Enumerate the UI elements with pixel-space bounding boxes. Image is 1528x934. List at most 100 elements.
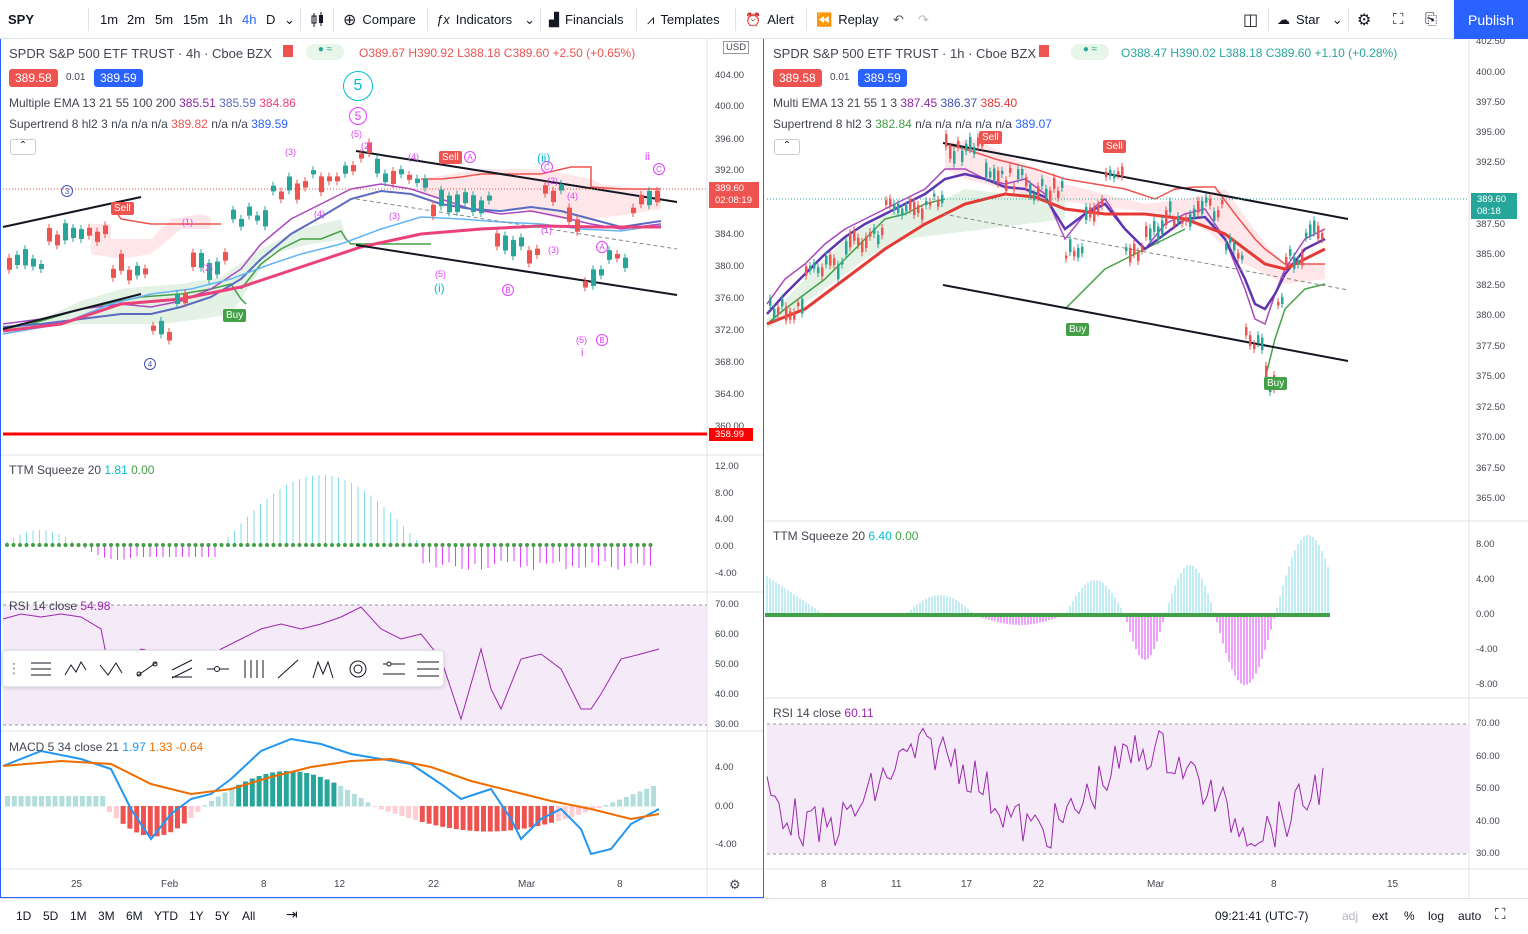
candle-body (1293, 256, 1296, 269)
publish-button[interactable]: Publish (1454, 0, 1528, 39)
right-ema-legend[interactable]: Multi EMA 13 21 55 1 3 387.45 386.37 385… (773, 96, 1018, 110)
camera-icon[interactable]: ⎘ (1425, 11, 1438, 28)
line-tool-icon[interactable] (277, 659, 299, 679)
settings-gear-icon[interactable]: ⚙ (1357, 11, 1372, 29)
channel-icon[interactable] (171, 659, 193, 679)
fullscreen-icon[interactable]: ⛶ (1495, 906, 1506, 923)
fullscreen-icon[interactable]: ⛶ (1393, 11, 1404, 28)
wave-label: (3) (285, 147, 296, 157)
interval-1m[interactable]: 1m (100, 12, 119, 27)
trendline-icon[interactable] (136, 661, 158, 677)
ttm-dot (570, 543, 575, 547)
right-rsi-legend[interactable]: RSI 14 close 60.11 (773, 706, 874, 720)
macd-bar (392, 806, 398, 814)
candle-body (175, 293, 180, 305)
right-chart[interactable]: SPDR S&P 500 ETF TRUST · 1h · Cboe BZX ●… (765, 39, 1528, 898)
indicators-button[interactable]: ƒx Indicators ⌄ (436, 0, 535, 39)
drag-handle-icon[interactable]: ⋮ (7, 660, 21, 676)
ttm-dot (167, 543, 172, 547)
left-bid-price[interactable]: 389.58 (9, 69, 58, 87)
left-ttm-legend[interactable]: TTM Squeeze 20 1.81 0.00 (9, 463, 155, 477)
macd-bar (222, 792, 228, 807)
interval-2m[interactable]: 2m (127, 12, 146, 27)
macd-bar (569, 806, 575, 817)
redo-icon[interactable]: ↷ (918, 11, 929, 27)
range-5d[interactable]: 5D (43, 909, 59, 923)
right-ask-price[interactable]: 389.59 (858, 69, 907, 87)
wave-label: C (541, 161, 553, 173)
range-1m[interactable]: 1M (70, 909, 87, 923)
range-1y[interactable]: 1Y (189, 909, 204, 923)
adj-toggle[interactable]: adj (1342, 909, 1359, 923)
layout-icon[interactable]: ◫ (1243, 11, 1259, 29)
range-1d[interactable]: 1D (16, 909, 32, 923)
wave-label: (1) (541, 225, 552, 235)
goto-date-icon[interactable]: ⇥ (286, 906, 298, 922)
right-bid-price[interactable]: 389.58 (773, 69, 822, 87)
ttm-dot (538, 543, 542, 547)
ext-toggle[interactable]: ext (1372, 909, 1389, 923)
macd-bar (481, 806, 486, 832)
range-3m[interactable]: 3M (98, 909, 115, 923)
collapse-legend-icon[interactable]: ⌃ (10, 139, 36, 155)
replay-button[interactable]: ⏪ Replay (816, 0, 879, 39)
macd-bar (555, 806, 561, 821)
symbol-search[interactable]: SPY (8, 12, 35, 27)
range-5y[interactable]: 5Y (215, 909, 230, 923)
candle-body (151, 325, 156, 331)
range-all[interactable]: All (242, 909, 256, 923)
range-6m[interactable]: 6M (126, 909, 143, 923)
macd-bar (372, 806, 378, 807)
wave-count-icon[interactable] (64, 660, 87, 676)
macd-bar (406, 806, 412, 819)
right-ttm-legend[interactable]: TTM Squeeze 20 6.40 0.00 (773, 529, 919, 543)
interval-dropdown-icon[interactable]: ⌄ (284, 11, 295, 27)
left-macd-legend[interactable]: MACD 5 34 close 21 1.97 1.33 -0.64 (9, 740, 204, 754)
log-toggle[interactable]: log (1428, 909, 1445, 923)
interval-15m[interactable]: 15m (183, 12, 209, 27)
candle-body (901, 208, 904, 216)
collapse-legend-icon[interactable]: ⌃ (774, 139, 800, 155)
undo-icon[interactable]: ↶ (893, 11, 904, 27)
spiral-icon[interactable] (349, 660, 367, 678)
ruler-icon[interactable] (383, 661, 405, 675)
interval-5m[interactable]: 5m (155, 12, 174, 27)
financials-button[interactable]: ▟ Financials (549, 0, 624, 39)
left-ask-price[interactable]: 389.59 (94, 69, 143, 87)
left-ema-legend[interactable]: Multiple EMA 13 21 55 100 200 385.51 385… (9, 96, 296, 110)
left-chart[interactable]: SPDR S&P 500 ETF TRUST · 4h · Cboe BZX ●… (0, 39, 764, 898)
macd-bar (630, 794, 636, 807)
macd-bar (474, 806, 480, 832)
pattern-icon[interactable] (312, 660, 334, 679)
percent-toggle[interactable]: % (1404, 909, 1415, 923)
left-rsi-legend[interactable]: RSI 14 close 54.98 (9, 599, 111, 613)
vertical-lines-icon[interactable] (244, 660, 264, 678)
horizontal-ray-icon[interactable] (207, 666, 229, 672)
right-supertrend-legend[interactable]: Supertrend 8 hl2 3 382.84 n/a n/a n/a n/… (773, 117, 1052, 131)
flag-icon (1039, 45, 1049, 57)
chart-settings-gear-icon[interactable]: ⚙ (729, 877, 741, 892)
layout-name-button[interactable]: ☁ Star ⌄ (1277, 0, 1343, 39)
candle-body (95, 231, 100, 242)
interval-1h[interactable]: 1h (218, 12, 233, 27)
candle-body (785, 306, 788, 321)
ttm-dot (551, 543, 555, 547)
templates-button[interactable]: ⩘ Templates (647, 0, 720, 39)
auto-toggle[interactable]: auto (1458, 909, 1482, 923)
candle-type-icon[interactable] (310, 0, 326, 39)
ttm-dot (460, 543, 464, 547)
price-tick: 387.50 (1476, 219, 1506, 230)
range-ytd[interactable]: YTD (154, 909, 178, 923)
candle-body (813, 262, 816, 269)
abc-wave-icon[interactable] (99, 662, 123, 676)
alert-button[interactable]: ⏰ Alert (745, 0, 794, 39)
candle-body (941, 194, 944, 204)
fib-icon[interactable] (417, 661, 439, 677)
lines-tool-icon[interactable] (31, 662, 51, 676)
compare-button[interactable]: ⊕ Compare (343, 0, 416, 39)
interval-4h[interactable]: 4h (242, 12, 257, 27)
clock-time[interactable]: 09:21:41 (UTC-7) (1215, 909, 1309, 923)
sell-signal: Sell (439, 151, 462, 164)
left-supertrend-legend[interactable]: Supertrend 8 hl2 3 n/a n/a n/a 389.82 n/… (9, 117, 288, 131)
interval-D[interactable]: D (266, 12, 276, 27)
